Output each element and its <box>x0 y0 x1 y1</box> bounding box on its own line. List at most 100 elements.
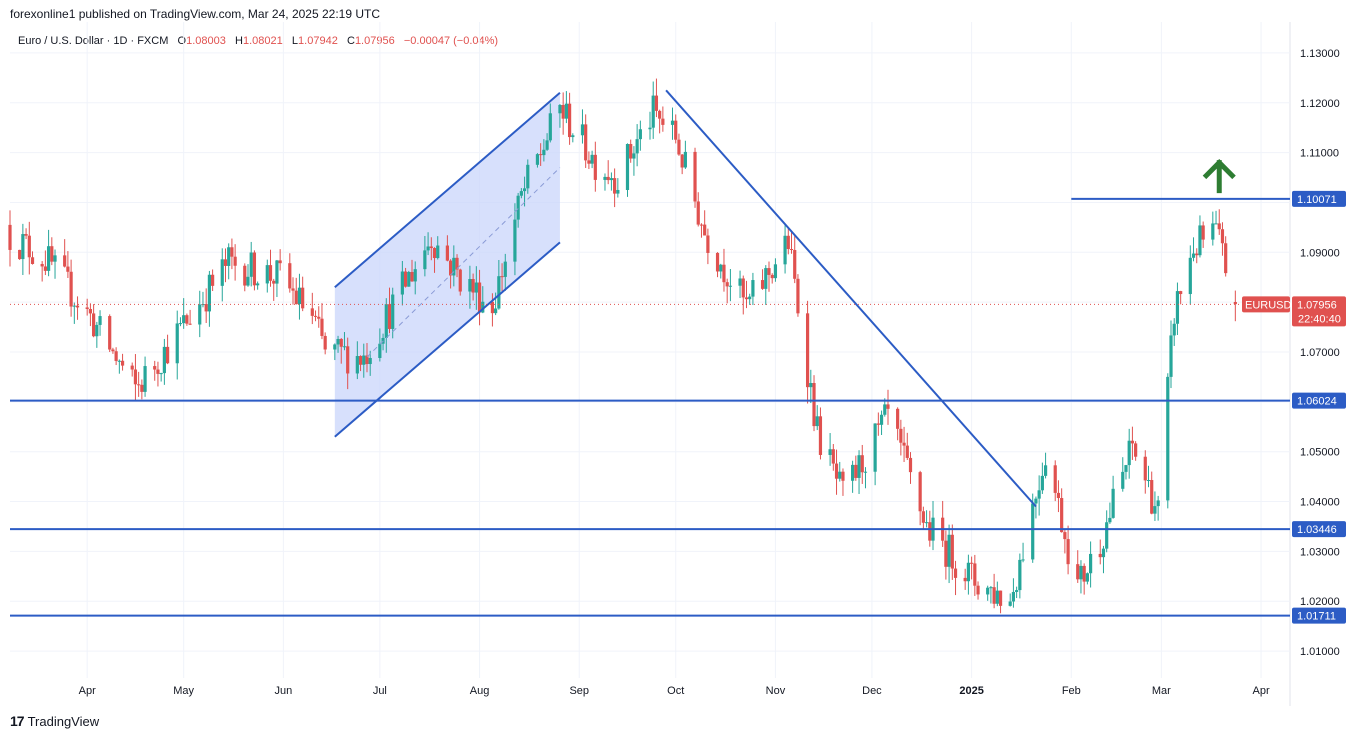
candle-body[interactable] <box>1053 465 1057 493</box>
candle-body[interactable] <box>153 366 157 370</box>
candle-body[interactable] <box>1150 480 1154 514</box>
candle-body[interactable] <box>1217 223 1221 230</box>
candle-body[interactable] <box>182 315 186 324</box>
candle-body[interactable] <box>706 235 710 253</box>
candle-body[interactable] <box>66 266 70 272</box>
candle-body[interactable] <box>362 355 366 365</box>
candle-body[interactable] <box>992 587 996 604</box>
candle-body[interactable] <box>497 276 501 309</box>
candle-body[interactable] <box>1143 456 1147 481</box>
candle-body[interactable] <box>580 124 585 136</box>
candle-body[interactable] <box>1175 291 1180 324</box>
candle-body[interactable] <box>683 151 687 168</box>
candle-body[interactable] <box>805 313 810 388</box>
candle-body[interactable] <box>741 278 745 298</box>
candle-body[interactable] <box>233 256 237 266</box>
descending-trendline[interactable] <box>665 89 1037 508</box>
candle-body[interactable] <box>162 346 166 374</box>
candle-body[interactable] <box>770 274 774 279</box>
candle-body[interactable] <box>500 276 504 278</box>
candle-body[interactable] <box>857 455 861 478</box>
candle-body[interactable] <box>719 264 723 272</box>
candle-body[interactable] <box>809 383 813 388</box>
candle-body[interactable] <box>1146 480 1151 482</box>
candle-body[interactable] <box>998 590 1003 606</box>
candle-body[interactable] <box>1195 253 1199 256</box>
candle-body[interactable] <box>108 316 112 350</box>
candle-body[interactable] <box>455 257 459 270</box>
candle-body[interactable] <box>693 151 697 202</box>
candle-body[interactable] <box>590 154 594 164</box>
candle-body[interactable] <box>69 271 73 307</box>
candle-body[interactable] <box>310 308 314 316</box>
candle-body[interactable] <box>635 139 639 154</box>
candle-body[interactable] <box>1085 573 1089 582</box>
candle-body[interactable] <box>921 511 925 523</box>
candle-body[interactable] <box>230 247 234 257</box>
candle-body[interactable] <box>539 154 543 156</box>
candle-body[interactable] <box>1220 229 1225 244</box>
candle-body[interactable] <box>834 463 839 479</box>
candle-body[interactable] <box>159 373 163 375</box>
candle-body[interactable] <box>963 577 967 582</box>
channel-upper-line[interactable] <box>334 92 561 288</box>
candle-body[interactable] <box>680 154 684 168</box>
candle-body[interactable] <box>793 250 797 279</box>
candle-body[interactable] <box>1008 601 1012 606</box>
candle-body[interactable] <box>53 255 57 262</box>
candle-body[interactable] <box>111 349 115 352</box>
candle-body[interactable] <box>516 195 520 220</box>
candle-body[interactable] <box>75 305 80 308</box>
candle-body[interactable] <box>658 110 662 119</box>
candle-body[interactable] <box>1079 565 1083 580</box>
candle-body[interactable] <box>432 248 437 259</box>
candle-body[interactable] <box>973 563 977 586</box>
candle-body[interactable] <box>198 304 202 325</box>
candle-body[interactable] <box>564 103 568 119</box>
candle-body[interactable] <box>886 404 890 409</box>
candle-body[interactable] <box>468 279 472 292</box>
candle-body[interactable] <box>696 201 700 225</box>
candle-body[interactable] <box>1101 548 1106 558</box>
candle-body[interactable] <box>860 455 864 473</box>
candle-body[interactable] <box>1043 465 1048 476</box>
candle-body[interactable] <box>18 249 22 260</box>
candle-body[interactable] <box>301 287 305 309</box>
candle-body[interactable] <box>114 351 118 361</box>
candle-body[interactable] <box>728 285 733 287</box>
candle-body[interactable] <box>764 268 768 289</box>
candle-body[interactable] <box>1172 323 1176 336</box>
candle-body[interactable] <box>407 272 411 287</box>
candle-body[interactable] <box>773 264 778 279</box>
candle-body[interactable] <box>654 95 659 111</box>
candle-body[interactable] <box>1015 590 1019 592</box>
candle-body[interactable] <box>1156 500 1160 507</box>
candle-body[interactable] <box>133 369 138 385</box>
candle-body[interactable] <box>368 357 372 365</box>
candle-body[interactable] <box>613 178 617 194</box>
candle-body[interactable] <box>722 264 726 283</box>
candle-body[interactable] <box>185 315 189 324</box>
candle-body[interactable] <box>616 189 620 194</box>
candle-body[interactable] <box>944 540 948 567</box>
candle-body[interactable] <box>165 346 170 364</box>
candle-body[interactable] <box>175 323 179 364</box>
candle-body[interactable] <box>481 301 485 313</box>
candle-body[interactable] <box>535 154 540 165</box>
candle-body[interactable] <box>227 247 231 266</box>
candle-body[interactable] <box>336 338 340 345</box>
candle-body[interactable] <box>661 118 665 125</box>
candle-body[interactable] <box>43 266 47 271</box>
candle-body[interactable] <box>924 522 929 524</box>
candle-body[interactable] <box>204 304 208 312</box>
candle-body[interactable] <box>1105 522 1109 549</box>
candle-body[interactable] <box>24 234 28 236</box>
candle-body[interactable] <box>223 259 228 266</box>
candle-body[interactable] <box>838 471 842 479</box>
candle-body[interactable] <box>346 346 350 374</box>
candle-body[interactable] <box>567 103 572 138</box>
candle-body[interactable] <box>561 104 565 119</box>
candle-body[interactable] <box>1233 302 1237 305</box>
candle-body[interactable] <box>358 356 363 365</box>
candle-body[interactable] <box>426 246 430 251</box>
